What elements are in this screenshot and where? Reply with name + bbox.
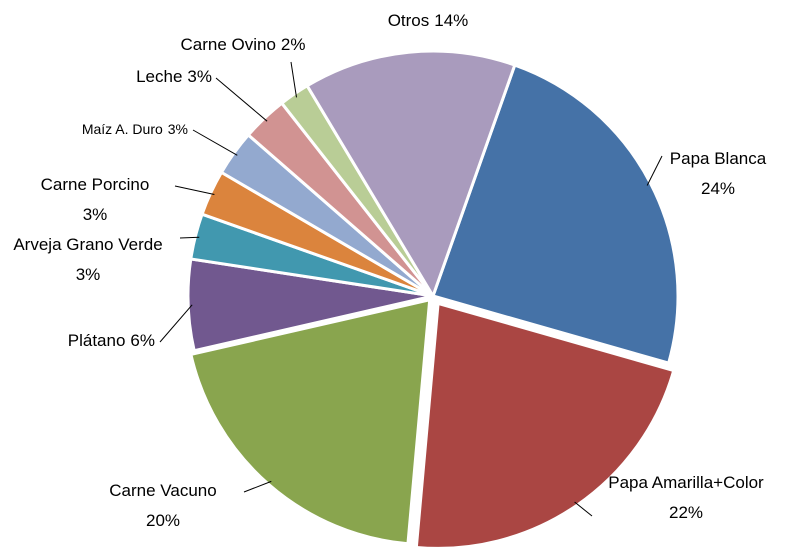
category-label: Carne Vacuno bbox=[109, 481, 216, 500]
category-label: Leche bbox=[136, 67, 182, 86]
pie-slice bbox=[431, 63, 680, 365]
leader-line bbox=[243, 480, 272, 493]
category-label: Papa Amarilla+Color bbox=[608, 473, 764, 492]
value-label: 3% bbox=[187, 67, 212, 86]
leader-line bbox=[192, 129, 238, 156]
value-label: 20% bbox=[146, 511, 180, 530]
slice-label: Papa Amarilla+Color 22% bbox=[608, 473, 764, 522]
value-label: 14% bbox=[434, 11, 468, 30]
slice-label: Otros 14% bbox=[388, 11, 469, 30]
value-label: 3% bbox=[83, 205, 108, 224]
value-label: 3% bbox=[76, 265, 101, 284]
leader-line bbox=[215, 77, 268, 122]
slice-label: Arveja Grano Verde 3% bbox=[13, 235, 162, 284]
value-label: 24% bbox=[701, 179, 735, 198]
slice-label: Carne Vacuno 20% bbox=[109, 481, 216, 530]
slice-label: Leche 3% bbox=[136, 67, 212, 86]
pie-slice bbox=[305, 49, 517, 300]
leader-line bbox=[290, 61, 297, 98]
slice-label: Papa Blanca 24% bbox=[670, 149, 767, 198]
category-label: Otros bbox=[388, 11, 430, 30]
pie-slice bbox=[414, 301, 676, 550]
pie-slice bbox=[189, 297, 432, 546]
value-label: 22% bbox=[669, 503, 703, 522]
slice-label: Plátano 6% bbox=[68, 331, 155, 350]
value-label: 6% bbox=[130, 331, 155, 350]
slice-label: Carne Porcino 3% bbox=[41, 175, 150, 224]
leader-line bbox=[179, 236, 200, 239]
leader-line bbox=[646, 155, 663, 186]
value-label: 3% bbox=[168, 121, 188, 137]
category-label: Maíz A. Duro bbox=[82, 121, 163, 137]
category-label: Plátano bbox=[68, 331, 126, 350]
leader-line bbox=[574, 501, 593, 517]
category-label: Papa Blanca bbox=[670, 149, 767, 168]
category-label: Arveja Grano Verde bbox=[13, 235, 162, 254]
leader-line bbox=[159, 304, 193, 343]
value-label: 2% bbox=[281, 35, 306, 54]
slice-label: Carne Ovino 2% bbox=[180, 35, 305, 54]
slice-label: Maíz A. Duro 3% bbox=[82, 121, 188, 137]
leader-line bbox=[174, 185, 215, 196]
category-label: Carne Porcino bbox=[41, 175, 150, 194]
category-label: Carne Ovino bbox=[180, 35, 275, 54]
